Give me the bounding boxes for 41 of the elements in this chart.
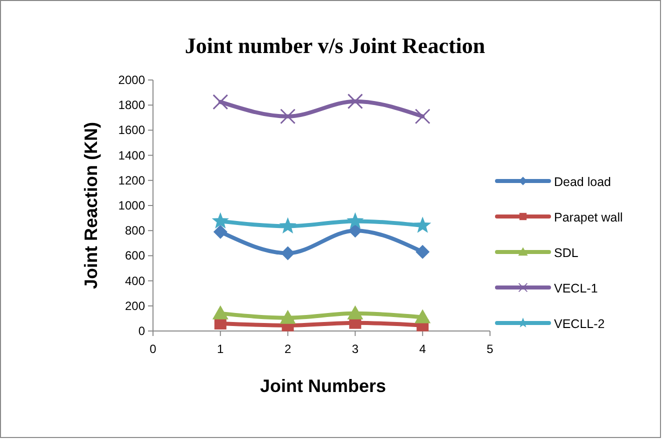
y-tick-label: 800 — [124, 224, 146, 238]
legend-label: Parapet wall — [554, 210, 623, 224]
point — [212, 212, 229, 228]
point — [280, 310, 296, 324]
y-tick-label: 2000 — [118, 73, 146, 87]
point — [213, 224, 228, 239]
chart-title: Joint number v/s Joint Reaction — [184, 33, 486, 58]
point — [347, 305, 364, 320]
y-tick-label: 1000 — [118, 198, 146, 212]
point — [212, 305, 228, 320]
x-tick-label: 0 — [150, 342, 157, 356]
point — [416, 244, 430, 259]
legend-label: Dead load — [554, 175, 612, 189]
legend-label: SDL — [554, 246, 578, 260]
x-tick-label: 5 — [486, 342, 494, 356]
x-tick-label: 3 — [352, 342, 359, 356]
x-tick-label: 4 — [419, 342, 426, 356]
point — [280, 246, 295, 260]
y-tick-label: 1200 — [118, 173, 146, 188]
x-tick-label: 2 — [284, 342, 292, 356]
y-axis-title: Joint Reaction (KN) — [81, 122, 101, 290]
point — [348, 224, 362, 238]
x-axis-title: Joint Numbers — [260, 376, 386, 396]
y-tick-label: 1600 — [118, 123, 146, 138]
y-tick-label: 0 — [138, 324, 146, 338]
y-tick-label: 600 — [124, 248, 146, 263]
y-tick-label: 1400 — [118, 148, 146, 162]
point — [414, 309, 431, 324]
y-tick-label: 1800 — [118, 98, 146, 112]
legend-label: VECLL-2 — [554, 317, 605, 331]
legend-label: VECL-1 — [554, 282, 598, 296]
point — [414, 216, 432, 233]
y-tick-label: 200 — [124, 298, 146, 313]
y-tick-label: 400 — [124, 274, 146, 288]
point — [212, 94, 228, 110]
point — [346, 212, 364, 228]
point — [279, 217, 296, 234]
point — [414, 108, 430, 124]
point — [280, 108, 296, 124]
x-tick-label: 1 — [217, 342, 224, 356]
point — [347, 94, 363, 110]
